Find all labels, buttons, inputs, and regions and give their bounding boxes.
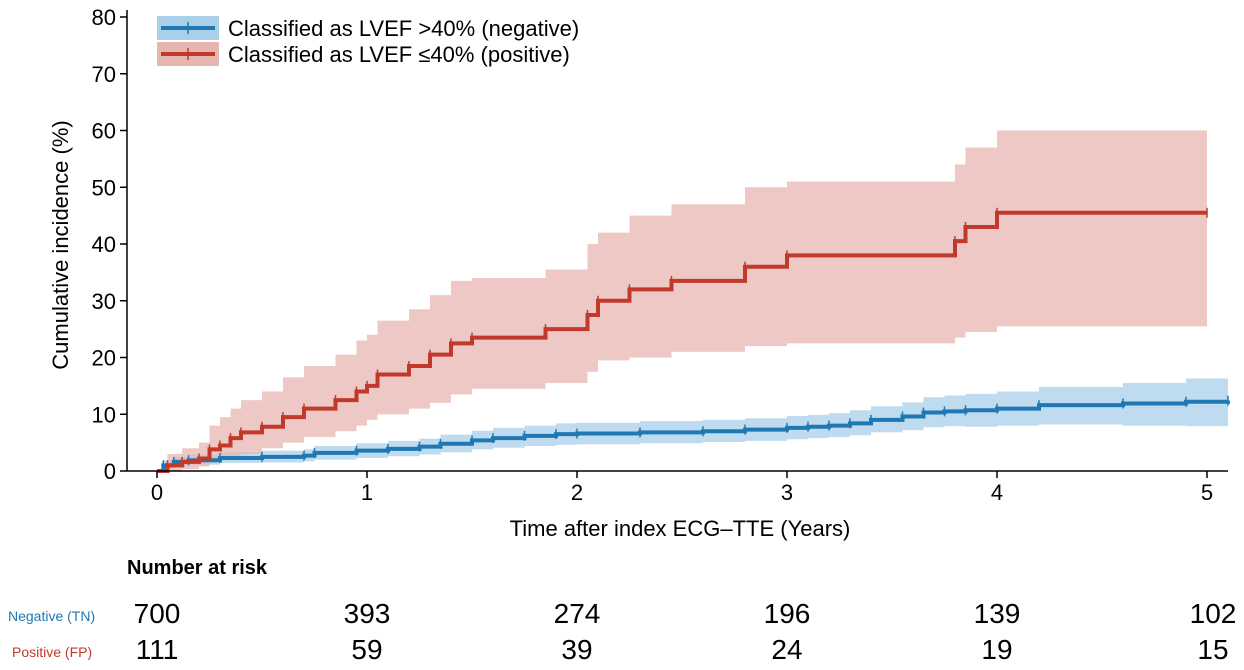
x-tick-label: 4 <box>991 480 1003 505</box>
risk-count: 196 <box>763 598 811 629</box>
risk-count: 139 <box>973 598 1021 629</box>
series-lines <box>157 207 1230 473</box>
risk-row-label: Negative (TN) <box>8 608 96 624</box>
risk-count: 59 <box>351 634 383 665</box>
y-tick-label: 10 <box>92 402 116 427</box>
risk-count: 24 <box>771 634 803 665</box>
x-tick-label: 2 <box>571 480 583 505</box>
legend: Classified as LVEF >40% (negative)Classi… <box>157 16 579 67</box>
x-axis-title: Time after index ECG–TTE (Years) <box>510 516 851 541</box>
risk-row-label: Positive (FP) <box>12 644 93 660</box>
y-tick-label: 30 <box>92 289 116 314</box>
risk-count: 700 <box>133 598 181 629</box>
x-tick-label: 0 <box>151 480 163 505</box>
x-tick-label: 5 <box>1201 480 1213 505</box>
legend-label: Classified as LVEF >40% (negative) <box>228 16 579 41</box>
legend-label: Classified as LVEF ≤40% (positive) <box>228 42 570 67</box>
y-tick-label: 70 <box>92 62 116 87</box>
y-tick-label: 20 <box>92 346 116 371</box>
y-tick-label: 80 <box>92 5 116 30</box>
y-tick-label: 50 <box>92 175 116 200</box>
y-tick-label: 40 <box>92 232 116 257</box>
x-tick-label: 3 <box>781 480 793 505</box>
risk-count: 274 <box>553 598 601 629</box>
risk-count: 111 <box>135 634 179 665</box>
x-tick-label: 1 <box>361 480 373 505</box>
y-axis-title: Cumulative incidence (%) <box>48 120 73 369</box>
confidence-bands <box>157 130 1228 471</box>
risk-count: 19 <box>981 634 1013 665</box>
y-tick-label: 0 <box>104 459 116 484</box>
confidence-band-1 <box>157 130 1207 471</box>
y-tick-label: 60 <box>92 119 116 144</box>
risk-count: 102 <box>1189 598 1237 629</box>
risk-count: 15 <box>1197 634 1229 665</box>
axes: 0 10 20 30 40 50 60 70 80 0 1 2 3 4 5 <box>92 5 1228 505</box>
risk-count: 39 <box>561 634 593 665</box>
risk-count: 393 <box>343 598 391 629</box>
number-at-risk-title: Number at risk <box>127 557 268 579</box>
